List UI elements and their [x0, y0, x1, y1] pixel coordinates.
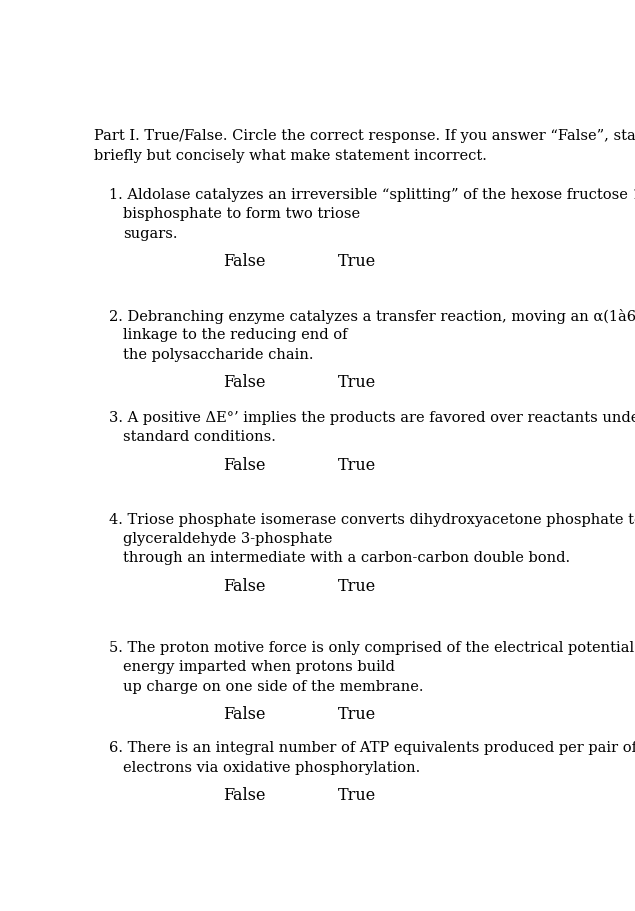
Text: False: False	[223, 456, 265, 473]
Text: linkage to the reducing end of: linkage to the reducing end of	[123, 328, 347, 342]
Text: up charge on one side of the membrane.: up charge on one side of the membrane.	[123, 679, 423, 693]
Text: 5. The proton motive force is only comprised of the electrical potential: 5. The proton motive force is only compr…	[109, 640, 634, 654]
Text: standard conditions.: standard conditions.	[123, 430, 276, 444]
Text: the polysaccharide chain.: the polysaccharide chain.	[123, 347, 313, 362]
Text: 6. There is an integral number of ATP equivalents produced per pair of: 6. There is an integral number of ATP eq…	[109, 741, 635, 754]
Text: True: True	[338, 578, 377, 594]
Text: energy imparted when protons build: energy imparted when protons build	[123, 660, 394, 673]
Text: True: True	[338, 374, 377, 391]
Text: bisphosphate to form two triose: bisphosphate to form two triose	[123, 207, 360, 220]
Text: False: False	[223, 374, 265, 391]
Text: True: True	[338, 252, 377, 270]
Text: sugars.: sugars.	[123, 226, 177, 241]
Text: True: True	[338, 786, 377, 804]
Text: through an intermediate with a carbon-carbon double bond.: through an intermediate with a carbon-ca…	[123, 551, 570, 565]
Text: 1. Aldolase catalyzes an irreversible “splitting” of the hexose fructose 1,6-: 1. Aldolase catalyzes an irreversible “s…	[109, 188, 635, 201]
Text: glyceraldehyde 3-phosphate: glyceraldehyde 3-phosphate	[123, 531, 332, 546]
Text: False: False	[223, 252, 265, 270]
Text: briefly but concisely what make statement incorrect.: briefly but concisely what make statemen…	[94, 148, 487, 162]
Text: Part I. True/False. Circle the correct response. If you answer “False”, state: Part I. True/False. Circle the correct r…	[94, 129, 635, 143]
Text: False: False	[223, 786, 265, 804]
Text: True: True	[338, 456, 377, 473]
Text: 2. Debranching enzyme catalyzes a transfer reaction, moving an α(1à6): 2. Debranching enzyme catalyzes a transf…	[109, 309, 635, 323]
Text: electrons via oxidative phosphorylation.: electrons via oxidative phosphorylation.	[123, 760, 420, 773]
Text: False: False	[223, 705, 265, 722]
Text: 4. Triose phosphate isomerase converts dihydroxyacetone phosphate to: 4. Triose phosphate isomerase converts d…	[109, 512, 635, 526]
Text: True: True	[338, 705, 377, 722]
Text: 3. A positive ΔE°’ implies the products are favored over reactants under: 3. A positive ΔE°’ implies the products …	[109, 410, 635, 425]
Text: False: False	[223, 578, 265, 594]
